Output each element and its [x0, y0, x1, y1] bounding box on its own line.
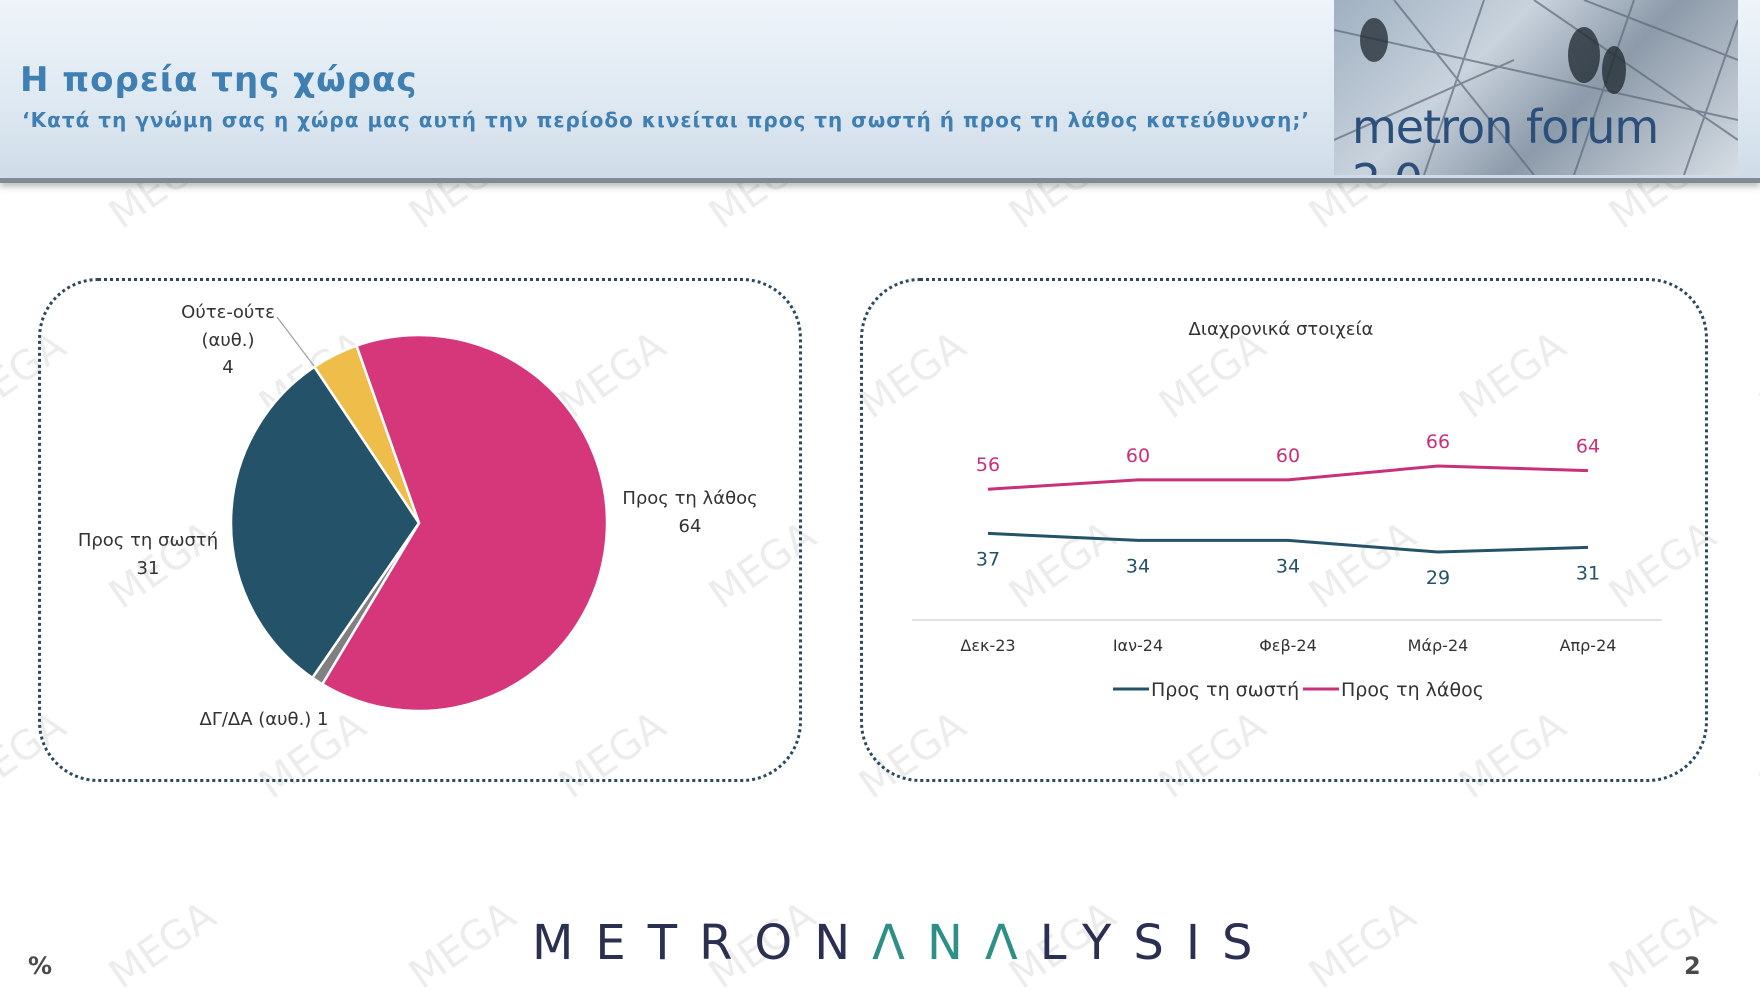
watermark-text: MEGA — [1301, 892, 1425, 990]
series-line-sosti — [987, 531, 1589, 554]
data-label: 31 — [1576, 562, 1600, 584]
pie-chart-panel — [38, 278, 802, 782]
data-label: 34 — [1126, 555, 1150, 577]
watermark-text: MEGA — [1601, 892, 1725, 990]
watermark-text: MEGA — [101, 892, 225, 990]
pie-label-oute-3: 4 — [222, 357, 233, 378]
pie-label-lathos-2: 64 — [679, 516, 702, 537]
data-label: 60 — [1276, 445, 1300, 467]
page-title: Η πορεία της χώρας — [20, 60, 418, 100]
data-label: 66 — [1426, 431, 1450, 453]
x-tick-label: Δεκ-23 — [960, 636, 1015, 655]
page-subtitle: ‘Κατά τη γνώμη σας η χώρα μας αυτή την π… — [22, 108, 1310, 132]
data-label: 64 — [1576, 436, 1600, 458]
data-label: 56 — [976, 454, 1000, 476]
metron-forum-logo: metron forum 2.0 — [1334, 0, 1738, 175]
pie-label-sosti-2: 31 — [137, 558, 160, 579]
line-chart: Διαχρονικά στοιχεία 37 34 34 29 31 56 60 60 66 64… — [912, 319, 1662, 701]
pie-chart: Ούτε-ούτε (αυθ.) 4 Προς τη λάθος 64 Προς… — [78, 302, 758, 730]
x-tick-label: Φεβ-24 — [1259, 636, 1317, 655]
pie-slice-lathos — [320, 333, 609, 713]
x-tick-label: Απρ-24 — [1560, 636, 1617, 655]
watermark-text: MEGA — [401, 892, 525, 990]
pie-label-oute-1: Ούτε-ούτε — [181, 302, 275, 323]
page-number: 2 — [1684, 952, 1701, 980]
logo-part-lysis: LYSIS — [1039, 915, 1275, 971]
line-chart-panel — [860, 278, 1708, 782]
line-chart-title: Διαχρονικά στοιχεία — [1189, 319, 1374, 340]
data-label: 37 — [976, 548, 1000, 570]
data-label: 34 — [1276, 555, 1300, 577]
data-label: 60 — [1126, 445, 1150, 467]
percent-sign: % — [28, 952, 53, 980]
pie-label-sosti-1: Προς τη σωστή — [78, 530, 218, 551]
metronanalysis-logo: METRONΛΝΛLYSIS — [532, 915, 1274, 971]
pie-label-oute-2: (αυθ.) — [201, 330, 254, 351]
logo-text: metron forum 2.0 — [1352, 100, 1659, 175]
x-tick-label: Μάρ-24 — [1408, 636, 1469, 655]
pie-label-dgda: ΔΓ/ΔΑ (αυθ.) 1 — [200, 709, 329, 730]
legend-label: Προς τη λάθος — [1341, 679, 1484, 701]
pie-label-lathos-1: Προς τη λάθος — [622, 488, 757, 509]
logo-part-ana: ΛΝΛ — [872, 915, 1040, 971]
pie-slice-sosti — [229, 365, 421, 680]
data-label: 29 — [1426, 567, 1450, 589]
series-line-lathos — [987, 464, 1589, 491]
logo-photo-pattern — [1334, 0, 1738, 175]
header-band: Η πορεία της χώρας ‘Κατά τη γνώμη σας η … — [0, 0, 1760, 183]
logo-part-metron: METRON — [532, 915, 873, 971]
pie-slice-oute — [312, 344, 421, 524]
legend-label: Προς τη σωστή — [1151, 679, 1299, 701]
x-tick-label: Ιαν-24 — [1113, 636, 1163, 655]
oute-leader-line — [276, 316, 315, 367]
